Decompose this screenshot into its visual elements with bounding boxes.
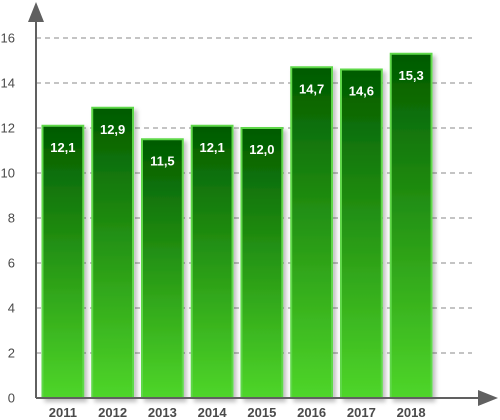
x-axis-arrow-icon [478, 390, 498, 406]
x-axis-ticks: 2011 2012 2013 2014 2015 2016 2017 2018 [49, 405, 426, 420]
data-label-2012: 12,9 [100, 122, 125, 137]
x-tick-label-2016: 2016 [297, 405, 326, 420]
y-tick-label: 4 [8, 301, 15, 316]
y-axis-ticks: 0 2 4 6 8 10 12 14 16 [1, 31, 15, 406]
y-tick-label: 6 [8, 256, 15, 271]
bars [41, 52, 433, 399]
data-label-2018: 15,3 [398, 68, 423, 83]
bar-2016 [290, 66, 334, 399]
bar-2014 [190, 124, 234, 399]
data-label-2016: 14,7 [299, 81, 324, 96]
bar-2017 [339, 68, 383, 399]
x-tick-label-2017: 2017 [347, 405, 376, 420]
x-tick-label-2013: 2013 [148, 405, 177, 420]
y-tick-label: 16 [1, 31, 15, 46]
x-tick-label-2011: 2011 [49, 405, 77, 420]
y-tick-label: 14 [1, 76, 15, 91]
y-tick-label: 10 [1, 166, 15, 181]
bar-2018 [389, 52, 433, 399]
data-labels: 12,1 12,9 11,5 12,1 12,0 14,7 14,6 15,3 [50, 68, 424, 169]
x-tick-label-2012: 2012 [98, 405, 127, 420]
y-tick-label: 0 [8, 391, 15, 406]
data-label-2011: 12,1 [50, 140, 75, 155]
bar-2012 [91, 106, 135, 399]
axes [28, 2, 498, 406]
y-tick-label: 12 [1, 121, 15, 136]
x-tick-label-2015: 2015 [247, 405, 276, 420]
bar-2011 [41, 124, 85, 399]
y-axis-arrow-icon [28, 2, 44, 22]
y-tick-label: 8 [8, 211, 15, 226]
x-tick-label-2014: 2014 [198, 405, 228, 420]
data-label-2015: 12,0 [249, 142, 274, 157]
y-tick-label: 2 [8, 346, 15, 361]
data-label-2017: 14,6 [349, 84, 374, 99]
x-tick-label-2018: 2018 [397, 405, 426, 420]
bar-2013 [140, 138, 184, 399]
bar-2015 [240, 127, 284, 399]
data-label-2013: 11,5 [150, 153, 175, 168]
data-label-2014: 12,1 [199, 140, 224, 155]
